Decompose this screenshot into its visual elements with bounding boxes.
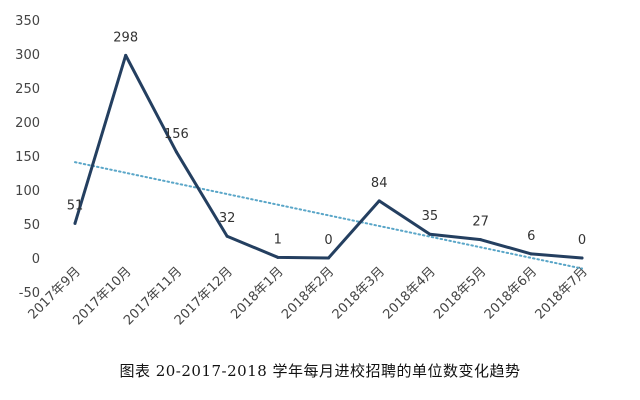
y-tick-label: 200: [15, 116, 40, 131]
x-tick-label: 2018年3月: [330, 264, 388, 322]
series-line: [73, 53, 584, 260]
data-point: [428, 232, 432, 236]
data-label: 35: [422, 209, 439, 224]
data-label: 0: [578, 233, 586, 248]
data-point: [479, 238, 483, 242]
data-point: [529, 252, 533, 256]
y-tick-label: 250: [15, 82, 40, 97]
data-label: 1: [274, 232, 282, 247]
data-point: [73, 221, 77, 225]
data-point: [580, 256, 584, 260]
trendline: [74, 161, 583, 270]
data-label: 51: [67, 198, 84, 213]
data-point: [124, 53, 128, 57]
y-tick-label: 50: [23, 218, 40, 233]
y-tick-label: 100: [15, 184, 40, 199]
x-tick-label: 2018年6月: [482, 264, 540, 322]
data-label: 84: [371, 176, 388, 191]
x-tick-label: 2018年2月: [279, 264, 337, 322]
y-tick-label: 150: [15, 150, 40, 165]
data-point: [276, 255, 280, 259]
y-tick-label: 350: [15, 14, 40, 29]
data-label: 27: [472, 215, 489, 230]
data-label: 0: [324, 233, 332, 248]
data-label: 298: [113, 30, 138, 45]
y-tick-label: 0: [32, 252, 40, 267]
data-label: 6: [527, 229, 535, 244]
x-tick-label: 2018年7月: [533, 264, 591, 322]
x-tick-label: 2018年5月: [431, 264, 489, 322]
data-point: [327, 256, 330, 260]
y-tick-label: -50: [19, 286, 40, 301]
data-label: 156: [164, 127, 189, 142]
data-point: [174, 150, 178, 154]
data-point: [225, 234, 229, 238]
y-tick-label: 300: [15, 48, 40, 63]
x-tick-label: 2018年4月: [380, 264, 438, 322]
chart-caption: 图表 20-2017-2018 学年每月进校招聘的单位数变化趋势: [119, 362, 521, 380]
line-chart: -500501001502002503003502017年9月2017年10月2…: [15, 14, 591, 328]
data-label: 32: [219, 211, 236, 226]
x-tick-label: 2018年1月: [228, 264, 286, 322]
data-point: [377, 199, 381, 203]
